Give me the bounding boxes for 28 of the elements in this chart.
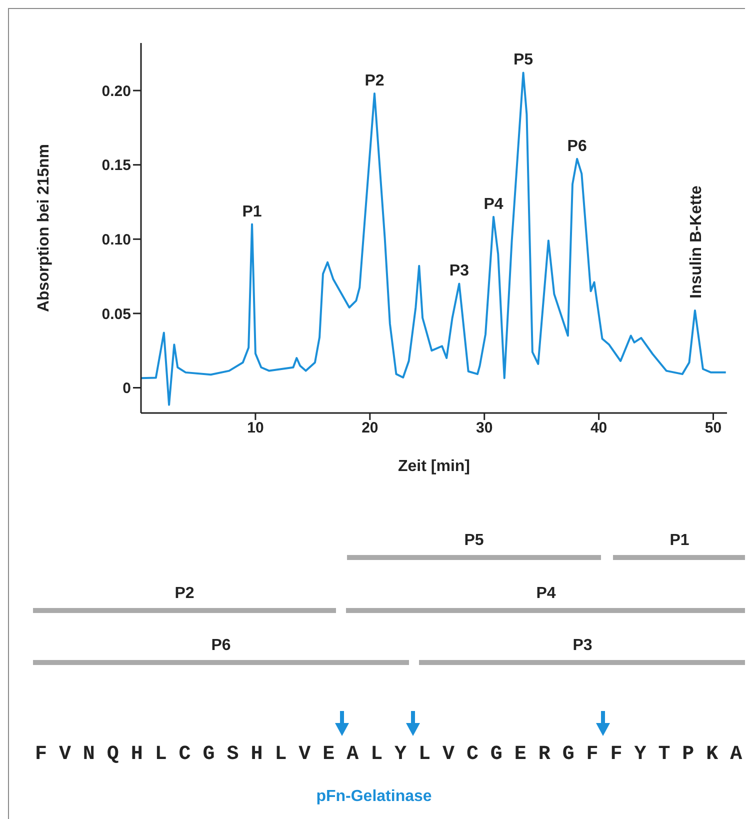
y-tick-label: 0	[122, 380, 131, 398]
text: P3	[572, 637, 592, 654]
text: pFn-Gelatinase	[316, 788, 432, 805]
annotation: P5	[513, 52, 534, 69]
annotation: P6	[567, 138, 587, 155]
x-tick-label: 30	[476, 420, 493, 437]
y-axis-title: Absorption bei 215nm	[36, 144, 53, 312]
annotation: Insulin B-Kette	[688, 185, 705, 298]
x-tick-label: 50	[704, 420, 722, 437]
text: P4	[536, 585, 556, 602]
text: P6	[211, 637, 231, 654]
annotation: P1	[242, 203, 262, 220]
text: P2	[174, 585, 194, 602]
y-tick-label: 0.05	[102, 306, 131, 323]
y-tick-label: 0.20	[102, 82, 131, 100]
x-axis-title: Zeit [min]	[398, 458, 470, 475]
x-tick-label: 40	[590, 420, 608, 437]
y-tick-label: 0.15	[102, 157, 131, 174]
annotation: P3	[449, 262, 470, 280]
x-tick-label: 20	[362, 420, 378, 437]
line-series	[141, 72, 727, 406]
annotation: P2	[364, 72, 384, 90]
text: P5	[464, 532, 484, 549]
text: P1	[670, 532, 690, 549]
y-tick-label: 0.10	[102, 231, 131, 248]
annotation: P4	[484, 196, 504, 213]
text: F V N Q H L C G S H L V E A L Y L V C G E R G F F Y T P K A	[34, 743, 742, 766]
x-tick-label: 10	[247, 420, 264, 437]
